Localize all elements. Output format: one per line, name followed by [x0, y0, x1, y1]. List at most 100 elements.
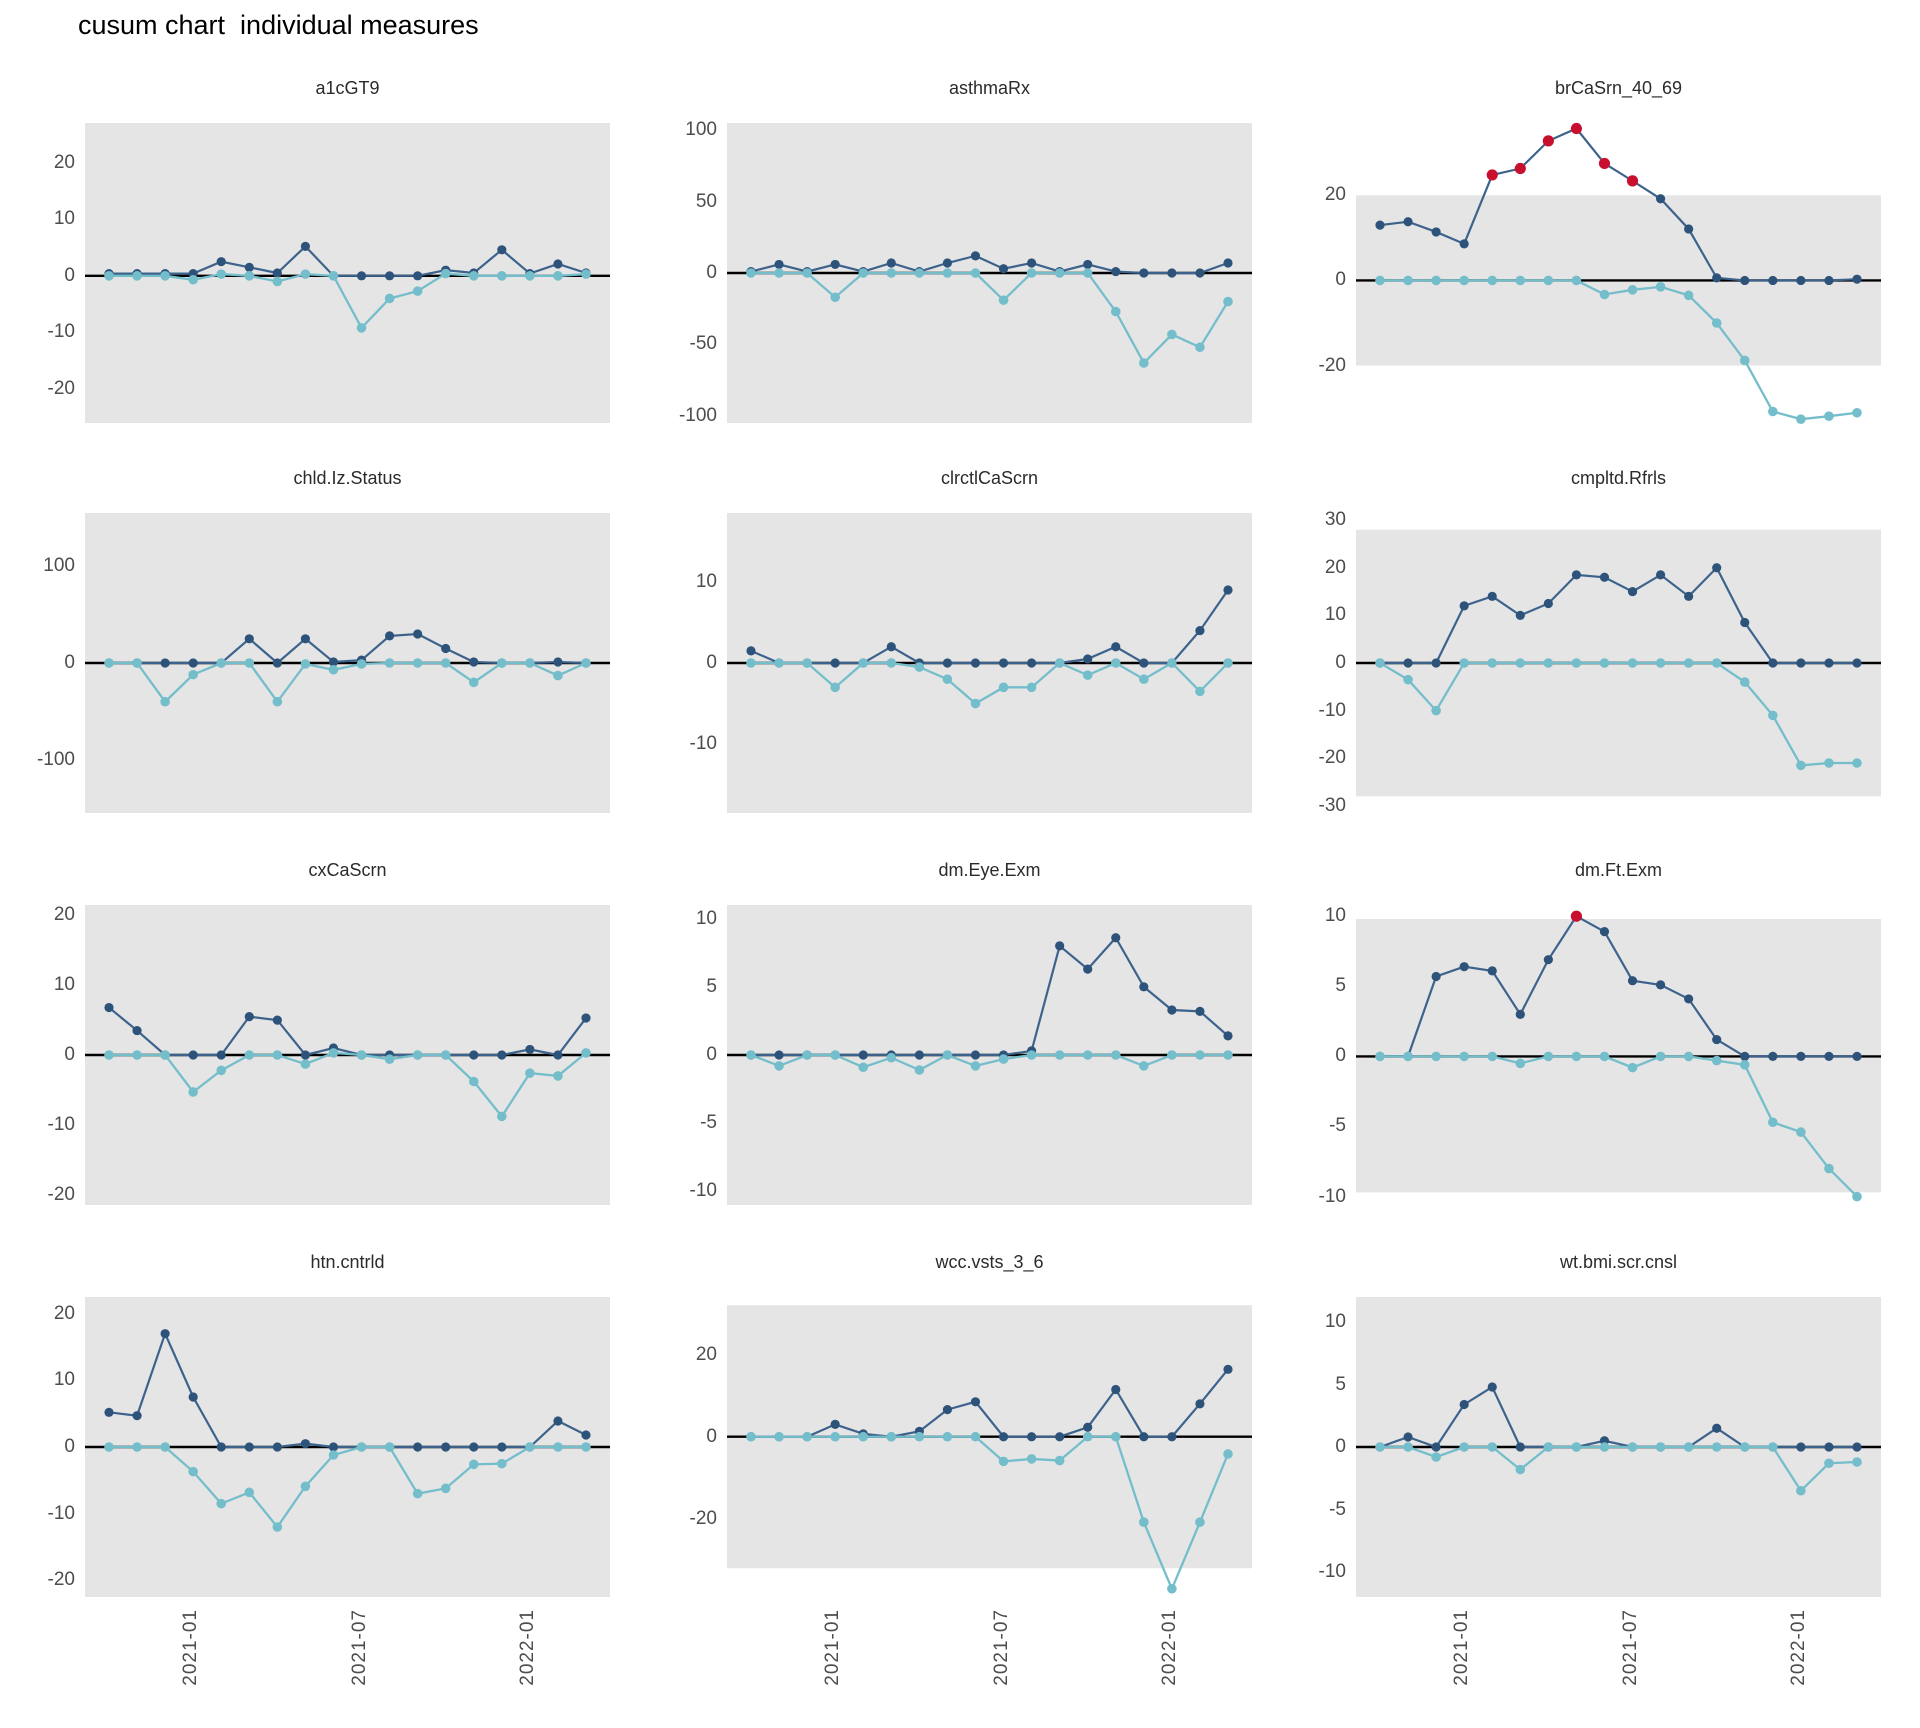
lower-cusum-point — [1487, 1051, 1498, 1062]
upper-cusum-point — [160, 658, 170, 668]
upper-cusum-point — [1543, 955, 1553, 965]
lower-cusum-point — [160, 1442, 170, 1452]
lower-cusum-point — [1571, 275, 1582, 286]
y-axis-tick-label: -10 — [1318, 1185, 1346, 1207]
upper-cusum-point — [1139, 982, 1149, 992]
lower-cusum-point — [328, 271, 339, 281]
lower-cusum-point — [1824, 1458, 1834, 1469]
upper-cusum-point — [1543, 598, 1553, 609]
upper-cusum-point — [441, 1442, 451, 1452]
x-axis-tick-label: 2021-07 — [348, 1609, 370, 1686]
upper-cusum-point — [1796, 1442, 1806, 1452]
x-axis-tick-label: 2021-01 — [1451, 1609, 1473, 1686]
y-axis-tick-label: -20 — [689, 1507, 717, 1529]
y-axis-tick-label: 20 — [53, 904, 75, 926]
upper-cusum-point — [1026, 1432, 1037, 1442]
lower-cusum-point — [468, 1459, 479, 1470]
upper-cusum-point — [1852, 658, 1862, 668]
upper-cusum-point — [1459, 239, 1469, 249]
lower-cusum-point — [1487, 1442, 1498, 1452]
y-axis-tick-label: 10 — [53, 208, 75, 230]
upper-cusum-point — [1824, 1051, 1834, 1062]
y-axis-tick-label: 20 — [53, 151, 75, 173]
upper-cusum-point — [1111, 933, 1121, 943]
lower-cusum-point — [216, 269, 227, 279]
lower-cusum-point — [1627, 1062, 1638, 1073]
upper-cusum-point — [328, 657, 339, 667]
upper-cusum-point — [216, 1442, 226, 1452]
upper-cusum-point — [553, 1050, 563, 1060]
upper-cusum-point — [1712, 1034, 1722, 1045]
upper-cusum-point — [1195, 1399, 1205, 1409]
upper-cusum-point — [272, 1442, 282, 1452]
upper-cusum-point — [525, 1044, 535, 1055]
lower-cusum-line — [751, 271, 1229, 365]
upper-cusum-point — [244, 262, 254, 272]
lower-cusum-point — [384, 658, 395, 668]
lower-cusum-point — [1515, 1058, 1526, 1069]
upper-cusum-point — [1796, 275, 1806, 286]
upper-cusum-point — [1459, 1399, 1469, 1410]
lower-cusum-point — [1459, 658, 1469, 668]
lower-cusum-point — [1711, 1055, 1722, 1066]
upper-cusum-line — [1379, 127, 1858, 282]
upper-cusum-point — [132, 1025, 142, 1036]
upper-cusum-point — [1111, 266, 1121, 277]
lower-cusum-point — [1739, 677, 1750, 687]
signal-point — [1570, 122, 1583, 135]
lower-cusum-point — [1711, 318, 1722, 328]
upper-cusum-point — [441, 643, 451, 654]
lower-cusum-point — [1711, 1442, 1722, 1452]
x-axis-tick-label: 2021-01 — [822, 1609, 844, 1686]
lower-cusum-point — [553, 271, 563, 281]
upper-cusum-point — [1824, 1442, 1834, 1452]
upper-cusum-point — [1768, 1051, 1778, 1062]
lower-cusum-point — [132, 1050, 142, 1060]
upper-cusum-point — [1195, 1006, 1205, 1016]
lower-cusum-point — [384, 293, 395, 304]
y-axis-tick-label: -20 — [1318, 354, 1346, 376]
facet-title: dm.Ft.Exm — [1574, 860, 1662, 880]
lower-cusum-point — [160, 696, 170, 707]
upper-cusum-point — [328, 1442, 339, 1452]
lower-cusum-point — [998, 1054, 1009, 1064]
lower-cusum-point — [1768, 1117, 1778, 1128]
lower-cusum-point — [272, 1522, 283, 1532]
y-axis-tick-label: 20 — [53, 1302, 75, 1324]
lower-cusum-point — [581, 269, 591, 279]
y-axis-tick-label: 0 — [64, 1436, 75, 1457]
upper-cusum-point — [1026, 658, 1037, 668]
upper-cusum-point — [497, 245, 507, 255]
y-axis-tick-label: 0 — [706, 1044, 717, 1065]
upper-cusum-point — [858, 1050, 868, 1060]
lower-cusum-point — [328, 1450, 339, 1460]
upper-cusum-point — [1431, 658, 1441, 668]
lower-cusum-point — [1110, 1431, 1121, 1442]
lower-cusum-point — [1054, 268, 1065, 278]
lower-cusum-line — [751, 661, 1229, 705]
lower-cusum-point — [188, 669, 198, 680]
upper-cusum-point — [1627, 976, 1638, 986]
upper-cusum-point — [160, 1329, 170, 1339]
upper-cusum-point — [1768, 658, 1778, 668]
lower-cusum-point — [1082, 670, 1093, 680]
cusum-panel-wcc.vsts_3_6 — [727, 1305, 1252, 1594]
facet-title: wcc.vsts_3_6 — [935, 1252, 1044, 1272]
lower-cusum-point — [1223, 296, 1233, 307]
lower-cusum-point — [914, 1431, 925, 1442]
lower-cusum-point — [300, 659, 311, 669]
lower-cusum-point — [1599, 289, 1610, 300]
lower-cusum-point — [942, 268, 953, 278]
upper-cusum-point — [1571, 570, 1582, 580]
lower-cusum-point — [1739, 1060, 1750, 1070]
upper-cusum-point — [497, 1442, 507, 1452]
lower-cusum-point — [1655, 282, 1666, 292]
upper-cusum-point — [1796, 1051, 1806, 1062]
upper-cusum-point — [553, 259, 563, 269]
y-axis-tick-label: 5 — [1335, 1373, 1346, 1395]
lower-cusum-point — [1195, 342, 1205, 353]
lower-cusum-point — [1223, 658, 1233, 668]
upper-cusum-point — [970, 1397, 981, 1407]
lower-cusum-point — [216, 1498, 227, 1509]
y-axis-tick-label: 0 — [64, 1044, 75, 1065]
